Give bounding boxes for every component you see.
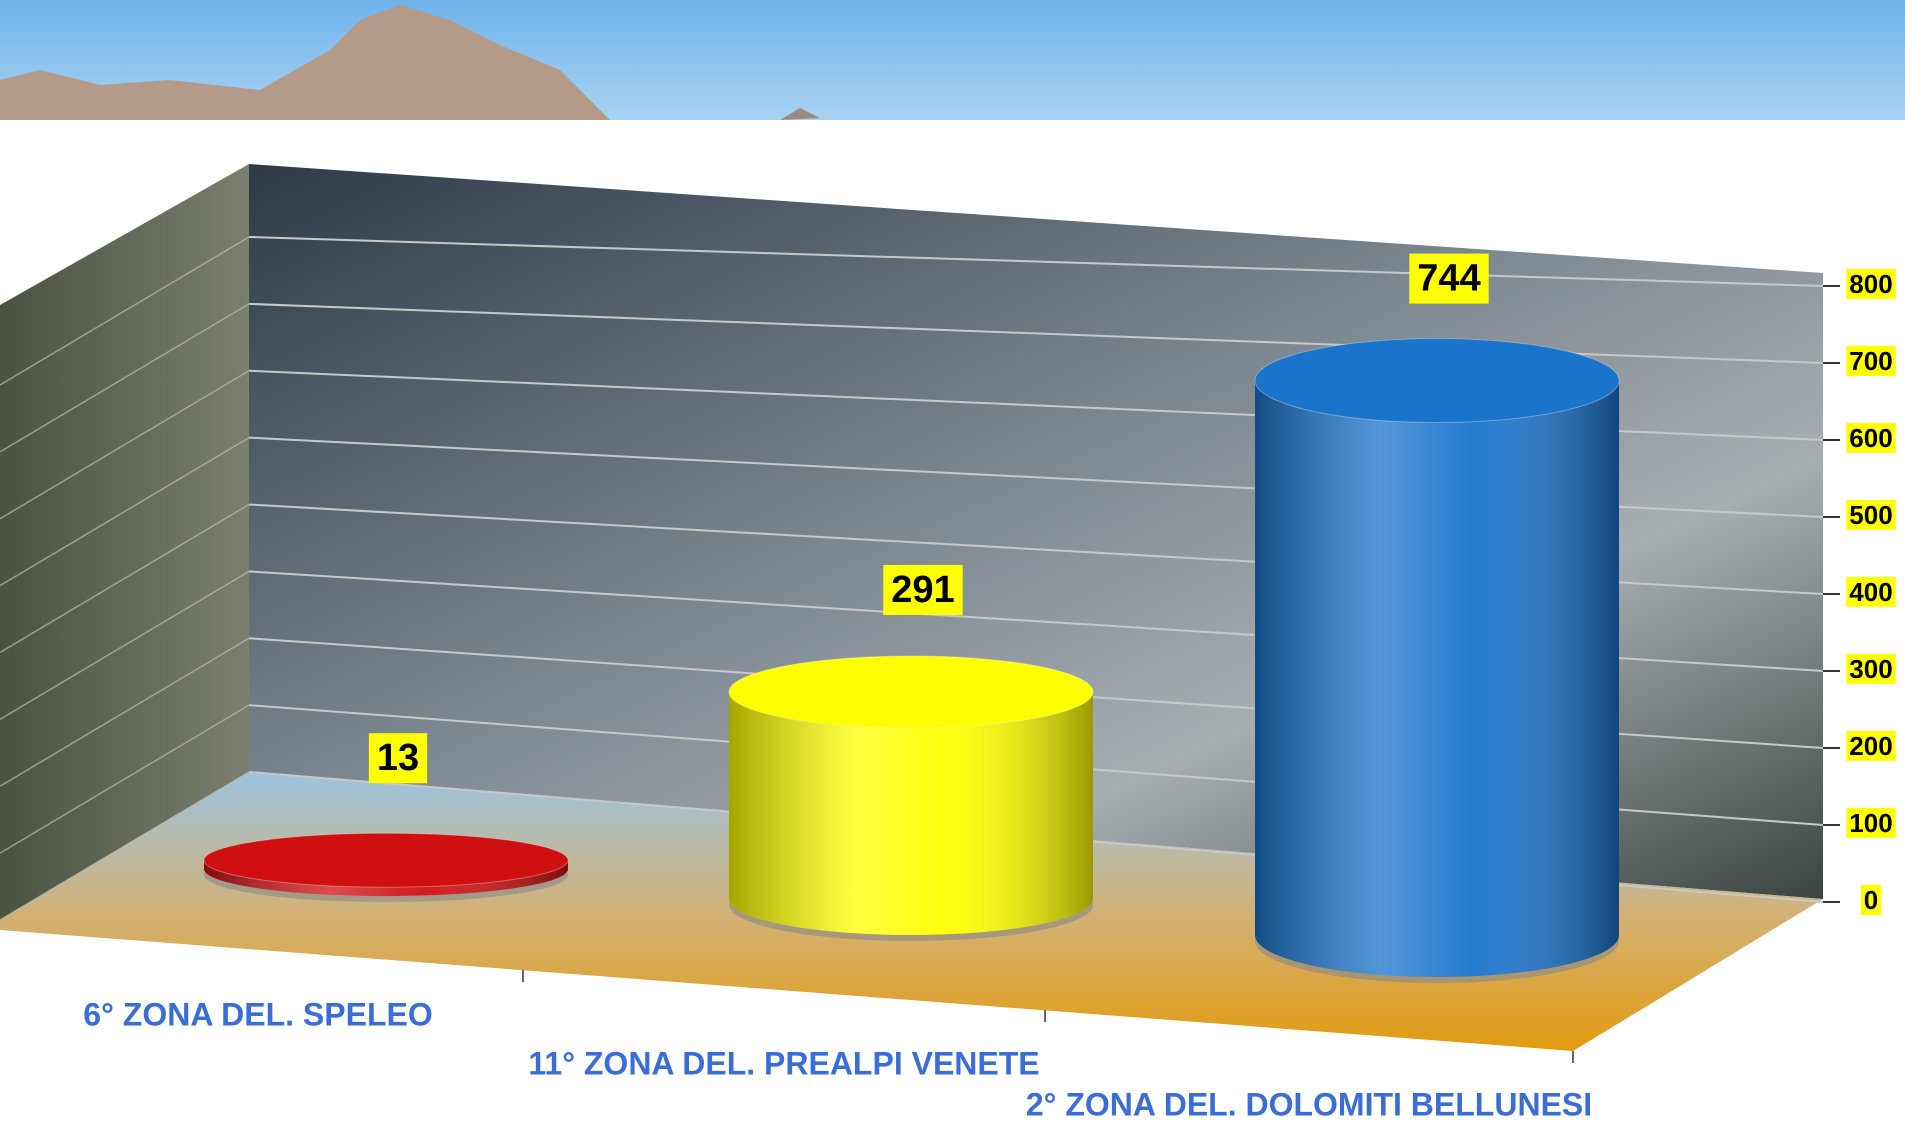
chart: 0 100 200 300 400 500 600 700 800 13 6° ZONA DEL. … [0, 0, 1905, 1125]
value-label: 744 [1417, 258, 1480, 300]
y-tick-label: 200 [1849, 731, 1892, 761]
y-tick-label: 600 [1849, 423, 1892, 453]
bar-shade [1255, 381, 1619, 977]
y-tick-label: 500 [1849, 500, 1892, 530]
x-tick-label: 6° ZONA DEL. SPELEO [83, 996, 432, 1032]
y-tick-label: 300 [1849, 654, 1892, 684]
bar-top [204, 833, 568, 887]
value-label: 13 [377, 737, 419, 779]
y-tick-label: 0 [1864, 885, 1878, 915]
x-tick-label: 2° ZONA DEL. DOLOMITI BELLUNESI [1026, 1086, 1592, 1122]
x-tick-label: 11° ZONA DEL. PREALPI VENETE [528, 1045, 1039, 1081]
value-label: 291 [891, 569, 954, 611]
y-tick-label: 400 [1849, 577, 1892, 607]
y-tick-label: 700 [1849, 346, 1892, 376]
y-tick-label: 800 [1849, 269, 1892, 299]
bar-top [729, 656, 1093, 728]
bar-top [1255, 339, 1619, 423]
y-tick-label: 100 [1849, 808, 1892, 838]
